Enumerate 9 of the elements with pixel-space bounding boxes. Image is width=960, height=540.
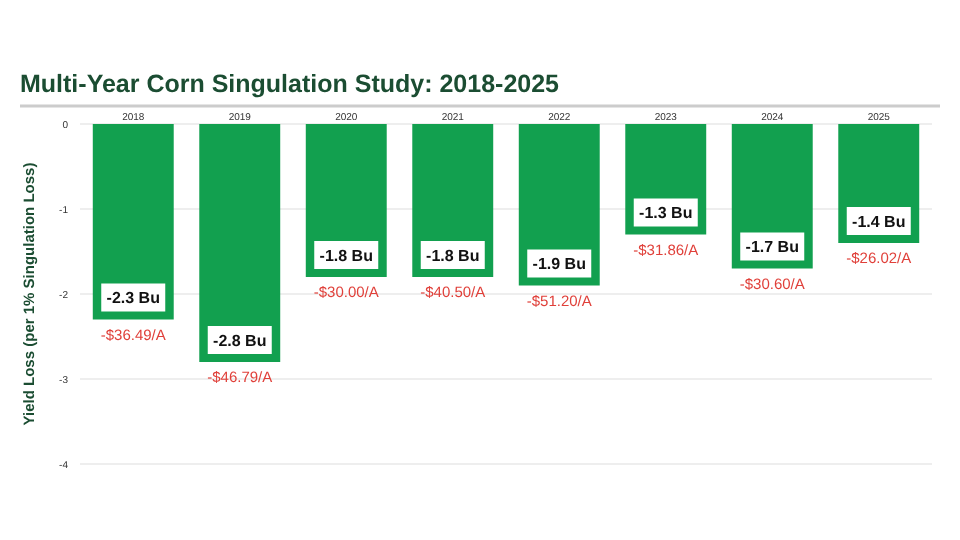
data-label: -1.9 Bu <box>532 255 587 274</box>
data-label: -1.8 Bu <box>319 246 374 265</box>
data-label: -2.8 Bu <box>213 331 267 350</box>
data-label: -1.4 Bu <box>852 212 906 231</box>
chart-title: Multi-Year Corn Singulation Study: 2018-2025 <box>20 70 560 98</box>
data-label: -2.3 Bu <box>106 289 161 308</box>
data-label: -1.8 Bu <box>426 246 480 265</box>
data-label: -1.3 Bu <box>639 204 693 223</box>
data-label: -1.7 Bu <box>745 238 800 257</box>
